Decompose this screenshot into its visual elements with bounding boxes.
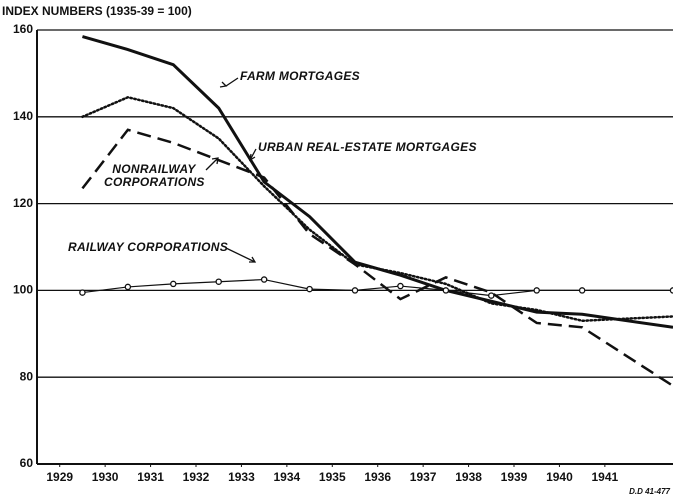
y-tick-label: 160 xyxy=(13,22,33,36)
x-tick-label: 1936 xyxy=(364,470,391,484)
x-tick-label: 1937 xyxy=(410,470,437,484)
x-tick-label: 1935 xyxy=(319,470,346,484)
x-tick-label: 1933 xyxy=(228,470,255,484)
point xyxy=(669,287,673,294)
x-tick-label: 1930 xyxy=(92,470,119,484)
point xyxy=(533,287,540,294)
x-tick-label: 1932 xyxy=(183,470,210,484)
point xyxy=(397,282,404,290)
point xyxy=(170,280,177,288)
x-tick-label: 1939 xyxy=(501,470,528,484)
annotation: URBAN REAL-ESTATE MORTGAGES xyxy=(258,140,477,154)
point xyxy=(351,287,359,294)
x-tick-label: 1934 xyxy=(274,470,301,484)
series-line xyxy=(81,95,673,323)
x-tick-label: 1929 xyxy=(46,470,73,484)
point xyxy=(215,278,222,285)
x-tick-label: 1931 xyxy=(137,470,164,484)
point xyxy=(488,292,495,299)
series-line xyxy=(82,35,673,329)
y-tick-label: 140 xyxy=(13,109,33,123)
arrow xyxy=(211,157,219,165)
point xyxy=(306,285,313,293)
arrow xyxy=(219,81,228,88)
point xyxy=(79,289,86,296)
y-tick-label: 100 xyxy=(13,283,33,297)
x-tick-label: 1938 xyxy=(455,470,482,484)
axis-title: INDEX NUMBERS (1935-39 = 100) xyxy=(2,4,192,18)
arrow xyxy=(249,256,257,263)
arrow xyxy=(225,247,256,263)
point xyxy=(124,283,132,291)
point xyxy=(260,276,268,283)
annotation: RAILWAY CORPORATIONS xyxy=(68,240,229,254)
arrow xyxy=(225,77,239,87)
x-tick-label: 1941 xyxy=(592,470,619,484)
point xyxy=(442,287,450,294)
footnote: D.D 41-477 xyxy=(629,487,670,496)
x-tick-label: 1940 xyxy=(546,470,573,484)
point xyxy=(578,287,586,294)
y-tick-label: 60 xyxy=(20,456,34,470)
series-line xyxy=(81,128,673,387)
annotation: NONRAILWAY CORPORATIONS xyxy=(104,162,205,189)
arrow xyxy=(205,157,219,171)
y-tick-label: 120 xyxy=(13,196,33,210)
y-tick-label: 80 xyxy=(20,369,34,383)
annotation: FARM MORTGAGES xyxy=(240,69,360,83)
